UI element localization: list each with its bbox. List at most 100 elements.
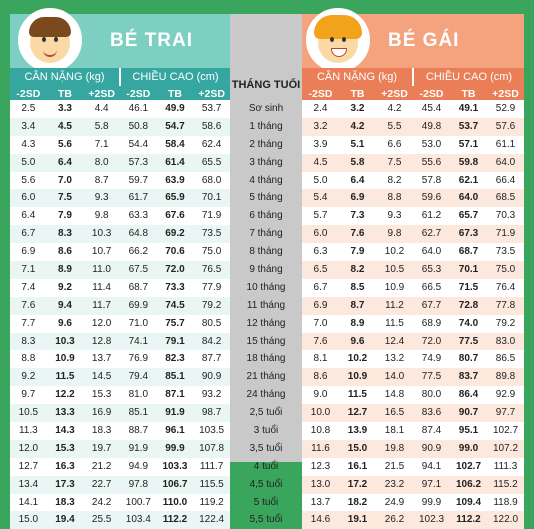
girl-cell: 77.5 — [450, 332, 487, 351]
boy-cell: 10.7 — [83, 243, 120, 262]
sub-label: TB — [461, 88, 476, 100]
boy-cell: 5.0 — [10, 153, 47, 172]
boy-cell: 87.7 — [193, 350, 230, 369]
girl-cell: 11.2 — [376, 296, 413, 315]
table-row: 6.9 8.6 10.7 66.2 70.6 75.0 8 tháng 6.3 7.9 10.2 6… — [10, 243, 524, 262]
boy-cell: 12.7 — [10, 457, 47, 476]
girl-cell: 68.7 — [450, 243, 487, 262]
girl-cell: 89.8 — [487, 368, 524, 387]
boy-cell: 59.7 — [119, 171, 157, 190]
boy-cell: 65.9 — [156, 189, 194, 208]
boy-cell: 74.5 — [156, 296, 194, 315]
girl-cell: 61.1 — [487, 135, 524, 154]
table-row: 2.5 3.3 4.4 46.1 49.9 53.7 Sơ sinh 2.4 3.2 4.2 45.… — [10, 100, 524, 118]
boy-cell: 70.1 — [193, 189, 230, 208]
boy-cell: 19.4 — [46, 511, 84, 529]
sub-label: +2SD — [492, 88, 519, 100]
boy-cell: 81.0 — [119, 386, 157, 405]
boy-cell: 24.2 — [83, 493, 120, 512]
girl-cell: 6.9 — [339, 189, 376, 208]
girl-cell: 10.9 — [339, 368, 376, 387]
boy-cell: 3.4 — [10, 117, 47, 136]
girl-cell: 10.0 — [302, 404, 339, 423]
table-row: 8.8 10.9 13.7 76.9 82.3 87.7 18 tháng 8.1 10.2 13… — [10, 350, 524, 369]
boy-cell: 76.9 — [119, 350, 157, 369]
boy-cell: 106.7 — [156, 475, 194, 494]
girl-cell: 112.2 — [450, 511, 487, 529]
girl-cell: 71.9 — [487, 225, 524, 244]
boy-cell: 6.9 — [10, 243, 47, 262]
boy-cell: 46.1 — [119, 100, 157, 118]
girl-cell: 59.6 — [413, 189, 450, 208]
boy-cell: 87.1 — [156, 386, 194, 405]
boy-cell: 7.1 — [10, 261, 47, 279]
boy-cell: 77.9 — [193, 278, 230, 297]
girl-cell: 74.9 — [413, 350, 450, 369]
girl-cell: 16.5 — [376, 404, 413, 423]
boy-height-header: CHIỀU CAO (cm) — [132, 71, 219, 83]
boy-cell: 67.5 — [119, 261, 157, 279]
girl-cell: 99.0 — [450, 439, 487, 458]
boy-cell: 4.4 — [83, 100, 120, 118]
boy-cell: 13.3 — [46, 404, 84, 423]
boy-cell: 8.0 — [83, 153, 120, 172]
age-cell: 2 tháng — [249, 138, 283, 150]
girl-cell: 18.2 — [339, 493, 376, 512]
boy-cell: 73.3 — [156, 278, 194, 297]
girl-cell: 8.6 — [302, 368, 339, 387]
girl-cell: 118.9 — [487, 493, 524, 512]
boy-cell: 4.5 — [46, 117, 84, 136]
boy-cell: 9.2 — [46, 278, 84, 297]
boy-cell: 79.2 — [193, 296, 230, 315]
boy-cell: 96.1 — [156, 422, 194, 440]
boy-cell: 58.4 — [156, 135, 194, 154]
boy-cell: 15.3 — [46, 439, 84, 458]
age-cell: 3,5 tuổi — [249, 442, 283, 454]
boy-cell: 76.5 — [193, 261, 230, 279]
boy-cell: 8.3 — [10, 332, 47, 351]
age-cell: 5 tuổi — [253, 496, 279, 508]
boy-cell: 7.1 — [83, 135, 120, 154]
boy-cell: 54.7 — [156, 117, 194, 136]
table-row: 3.4 4.5 5.8 50.8 54.7 58.6 1 tháng 3.2 4.2 5.5 49.… — [10, 117, 524, 136]
girl-cell: 97.1 — [413, 475, 450, 494]
table-row: 11.3 14.3 18.3 88.7 96.1 103.5 3 tuổi 10.8 13.9 1… — [10, 422, 524, 440]
boy-cell: 13.4 — [10, 475, 47, 494]
boy-cell: 70.6 — [156, 243, 194, 262]
table-row: 8.3 10.3 12.8 74.1 79.1 84.2 15 tháng 7.6 9.6 12.… — [10, 332, 524, 351]
girl-cell: 6.9 — [302, 296, 339, 315]
girl-cell: 6.0 — [302, 225, 339, 244]
girl-cell: 10.5 — [376, 261, 413, 279]
girl-height-header: CHIỀU CAO (cm) — [425, 71, 513, 83]
boy-cell: 73.5 — [193, 225, 230, 244]
age-column-header: THÁNG TUỔI — [231, 79, 301, 91]
girl-cell: 7.5 — [376, 153, 413, 172]
boy-cell: 9.6 — [46, 314, 84, 333]
table-row: 6.7 8.3 10.3 64.8 69.2 73.5 7 tháng 6.0 7.6 9.8 62… — [10, 225, 524, 244]
boy-cell: 5.8 — [83, 117, 120, 136]
boy-cell: 91.9 — [156, 404, 194, 423]
boy-cell: 21.2 — [83, 457, 120, 476]
girl-cell: 76.4 — [487, 278, 524, 297]
table-row: 6.4 7.9 9.8 63.3 67.6 71.9 6 tháng 5.7 7.3 9.3 61.… — [10, 207, 524, 226]
table-row: 10.5 13.3 16.9 85.1 91.9 98.7 2,5 tuổi 10.0 12.7… — [10, 404, 524, 423]
sub-label: +2SD — [198, 88, 225, 100]
boy-cell: 5.6 — [10, 171, 47, 190]
girl-header: BÉ GÁI — [302, 8, 524, 72]
girl-cell: 17.2 — [339, 475, 376, 494]
girl-cell: 9.6 — [339, 332, 376, 351]
age-cell: 24 tháng — [246, 389, 286, 401]
boy-cell: 11.4 — [83, 278, 120, 297]
girl-cell: 68.9 — [413, 314, 450, 333]
boy-cell: 10.9 — [46, 350, 84, 369]
boy-cell: 110.0 — [156, 493, 194, 512]
boy-cell: 115.5 — [193, 475, 230, 494]
boy-cell: 94.9 — [119, 457, 157, 476]
girl-cell: 11.6 — [302, 439, 339, 458]
boy-cell: 10.3 — [83, 225, 120, 244]
boy-cell: 10.3 — [46, 332, 84, 351]
girl-cell: 6.7 — [302, 278, 339, 297]
boy-cell: 7.0 — [46, 171, 84, 190]
girl-cell: 83.0 — [487, 332, 524, 351]
boy-cell: 12.2 — [46, 386, 84, 405]
